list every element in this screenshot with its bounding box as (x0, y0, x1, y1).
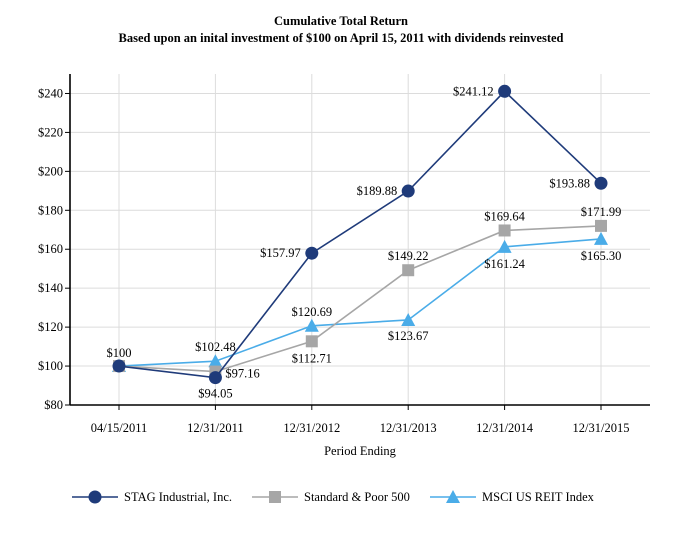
data-label: $112.71 (292, 351, 332, 365)
chart-title: Cumulative Total Return (273, 14, 409, 28)
y-tick-label: $220 (38, 125, 63, 139)
series-line (118, 90, 602, 379)
data-label: $157.97 (260, 246, 301, 260)
data-point (304, 318, 319, 332)
data-point (498, 84, 512, 98)
data-label: $149.22 (388, 249, 429, 263)
data-label: $241.12 (453, 84, 494, 98)
data-point (402, 264, 415, 277)
data-label: $161.24 (484, 257, 525, 271)
data-point (112, 359, 126, 373)
data-label: $97.16 (225, 367, 259, 381)
series-line (118, 225, 602, 373)
data-label: $165.30 (581, 249, 622, 263)
data-label: $120.69 (291, 305, 332, 319)
x-tick-label: 12/31/2011 (187, 421, 243, 435)
data-point (208, 371, 222, 385)
y-tick-label: $140 (38, 281, 63, 295)
data-point (498, 224, 511, 237)
x-tick-label: 12/31/2013 (380, 421, 437, 435)
y-tick-label: $80 (44, 398, 63, 412)
legend-item-stag: STAG Industrial, Inc. (72, 485, 232, 509)
legend-marker-square (252, 491, 298, 503)
legend-label-stag: STAG Industrial, Inc. (124, 489, 233, 504)
x-tick-label: 12/31/2012 (283, 421, 340, 435)
data-point (305, 335, 318, 348)
legend-item-sp500: Standard & Poor 500 (252, 485, 410, 509)
data-point (595, 219, 607, 232)
legend-marker-circle (72, 490, 118, 504)
data-point (401, 312, 416, 326)
chart-subtitle: Based upon an inital investment of $100 … (118, 31, 564, 45)
series-line (118, 238, 602, 367)
y-tick-label: $180 (38, 203, 63, 217)
data-point (594, 231, 608, 245)
data-label: $102.48 (195, 340, 236, 354)
data-point (208, 354, 223, 368)
data-label: $123.67 (388, 329, 429, 343)
legend-label-sp500: Standard & Poor 500 (304, 489, 410, 504)
x-tick-label: 12/31/2014 (476, 421, 534, 435)
data-point (594, 176, 608, 190)
x-tick-label: 04/15/2011 (91, 421, 147, 435)
data-label: $171.99 (581, 205, 622, 219)
y-tick-label: $240 (38, 86, 63, 100)
x-axis-label: Period Ending (324, 444, 397, 458)
legend-item-msci: MSCI US REIT Index (430, 485, 594, 509)
data-point (401, 184, 415, 198)
data-label: $100 (107, 346, 132, 360)
y-tick-label: $100 (38, 359, 63, 373)
data-point (497, 239, 512, 253)
data-label: $94.05 (198, 387, 232, 401)
data-label: $193.88 (549, 176, 590, 190)
legend-marker-triangle (430, 490, 476, 503)
y-tick-label: $200 (38, 164, 63, 178)
y-tick-label: $160 (38, 242, 63, 256)
data-point (305, 246, 319, 260)
x-tick-label: 12/31/2015 (573, 421, 630, 435)
data-label: $189.88 (357, 184, 398, 198)
y-tick-label: $120 (38, 320, 63, 334)
chart-plot: $80 $100 $120 $140 $160 $180 $200 $220 $240 04/15… (38, 74, 650, 458)
data-label: $169.64 (484, 209, 525, 223)
legend-label-msci: MSCI US REIT Index (482, 489, 594, 504)
chart-legend: STAG Industrial, Inc. Standard & Poor 50… (0, 485, 682, 509)
